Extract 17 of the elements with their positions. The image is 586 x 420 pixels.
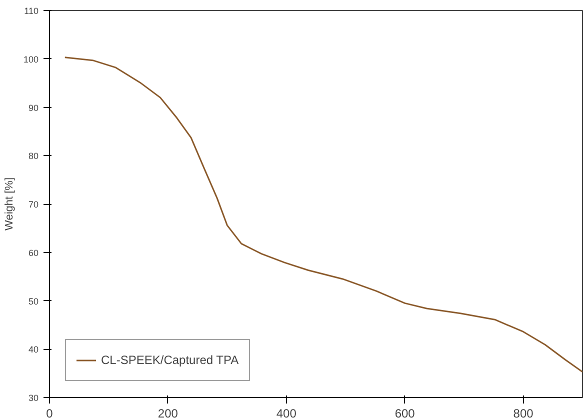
x-tick-label: 0 (46, 406, 54, 420)
y-tick-label: 70 (28, 200, 39, 210)
legend-label: CL-SPEEK/Captured TPA (101, 353, 239, 367)
y-tick-label: 50 (28, 296, 39, 306)
x-tick-label: 400 (276, 406, 297, 420)
y-tick-label: 100 (23, 54, 39, 64)
y-tick-label: 80 (28, 151, 39, 162)
y-tick-label: 90 (28, 102, 39, 113)
y-tick-label: 40 (28, 344, 39, 355)
y-tick-label: 60 (28, 248, 39, 258)
y-axis-title: Weight [%] (3, 177, 16, 230)
y-tick-label: 110 (24, 6, 39, 16)
x-tick-label: 200 (158, 406, 178, 420)
line-series (64, 56, 582, 373)
x-tick-label: 800 (513, 406, 534, 420)
x-tick-label: 600 (394, 406, 416, 420)
y-tick-label: 30 (28, 393, 39, 403)
